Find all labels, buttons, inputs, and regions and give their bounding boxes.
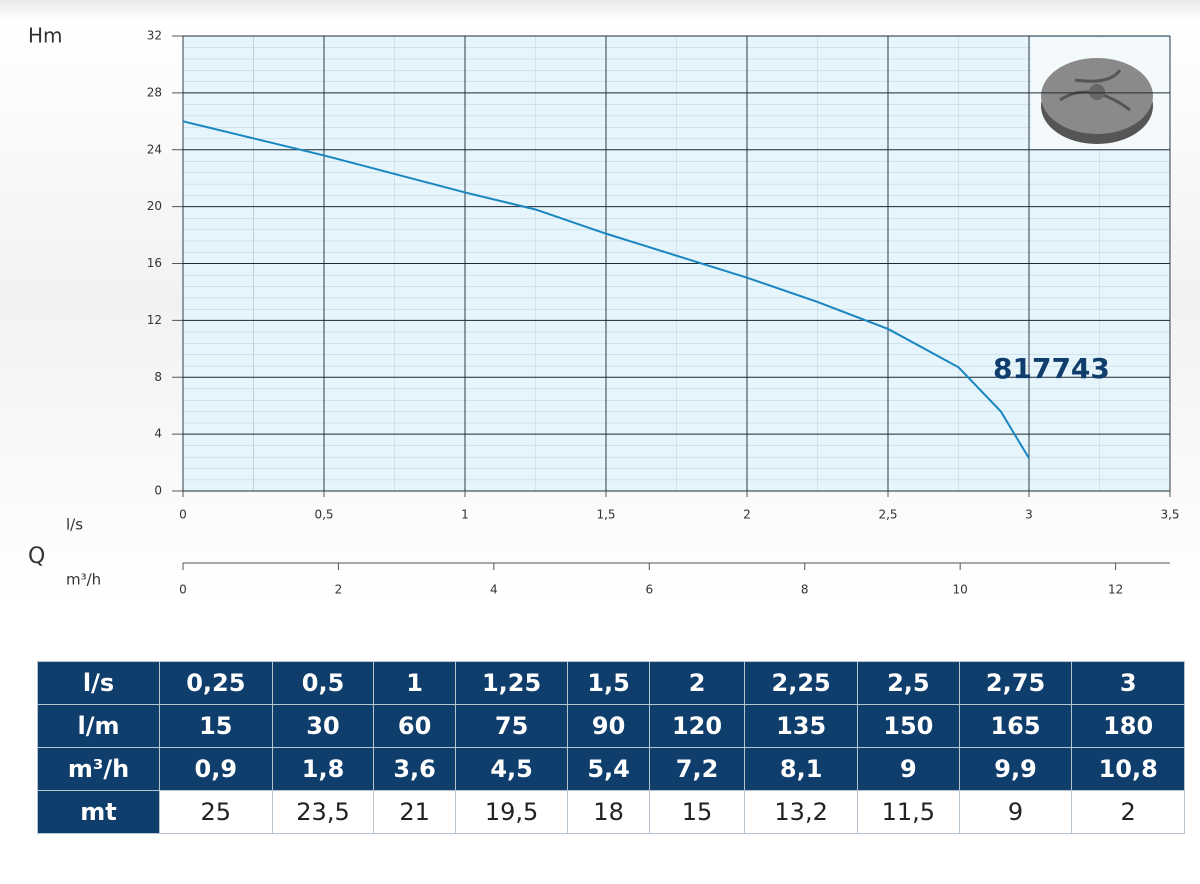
table-cell: 120 [648,704,746,748]
y-tick-label: 12 [147,313,162,327]
x-tick-label: 3 [1025,508,1033,522]
table-cell: 2,25 [744,661,858,705]
y-tick-label: 0 [154,484,162,498]
y-tick-label: 16 [147,256,162,270]
table-cell: 1 [373,661,456,705]
impeller-image [1031,38,1169,150]
table-cell: 1,8 [271,747,375,791]
table-cell: 13,2 [744,790,858,834]
x-tick-label: 2 [743,508,751,522]
table-row: l/m 15 30 60 75 90 120 135 150 165 180 [37,704,1185,748]
table-cell: 9 [958,790,1073,834]
table-cell: 11,5 [856,790,960,834]
table-cell: 0,5 [271,661,375,705]
table-cell: 19,5 [454,790,569,834]
x2-tick-label: 2 [335,583,343,597]
x2-tick-label: 12 [1108,583,1123,597]
table-cell: 10,8 [1071,747,1185,791]
x-tick-label: 3,5 [1160,508,1179,522]
table-cell: 75 [454,704,569,748]
table-cell: 21 [373,790,456,834]
table-cell: 2,75 [958,661,1073,705]
table-cell: 3 [1071,661,1185,705]
row-header: l/s [37,661,160,705]
y-tick-label: 28 [147,85,162,99]
row-header: mt [37,790,160,834]
table-cell: 0,25 [159,661,273,705]
y-tick-label: 24 [147,142,162,156]
table-cell: 1,25 [454,661,569,705]
table-cell: 2 [648,661,746,705]
table-cell: 9,9 [958,747,1073,791]
table-cell: 90 [567,704,650,748]
table-cell: 25 [159,790,273,834]
table-cell: 135 [744,704,858,748]
series-line [182,120,1030,459]
x2-axis-label: m³/h [66,571,101,589]
data-table: l/s 0,25 0,5 1 1,25 1,5 2 2,25 2,5 2,75 3 l/m 15 30 60… [37,661,1185,834]
table-cell: 9 [856,747,960,791]
table-body: l/s 0,25 0,5 1 1,25 1,5 2 2,25 2,5 2,75 3 l/m 15 30 60… [37,661,1185,834]
table-cell: 0,9 [159,747,273,791]
x2-tick-label: 10 [953,583,968,597]
x-axis-label: l/s [66,516,83,534]
table-cell: 30 [271,704,375,748]
row-header: l/m [37,704,160,748]
y-tick-label: 20 [147,199,162,213]
table-cell: 4,5 [454,747,569,791]
table-cell: 23,5 [271,790,375,834]
table-cell: 5,4 [567,747,650,791]
table-cell: 2,5 [856,661,960,705]
x2-tick-label: 0 [179,583,187,597]
table-row: l/s 0,25 0,5 1 1,25 1,5 2 2,25 2,5 2,75 3 [37,661,1185,705]
y-tick-label: 8 [154,370,162,384]
x-tick-label: 0 [179,508,187,522]
x-tick-label: 1 [461,508,469,522]
table-row: mt 25 23,5 21 19,5 18 15 13,2 11,5 9 2 [37,790,1185,834]
table-cell: 8,1 [744,747,858,791]
table-cell: 60 [373,704,456,748]
table-cell: 1,5 [567,661,650,705]
row-header: m³/h [37,747,160,791]
table-cell: 180 [1071,704,1185,748]
q-label: Q [28,544,45,569]
table-cell: 7,2 [648,747,746,791]
x2-tick-label: 6 [645,583,653,597]
y-axis-label: Hm [28,24,63,48]
x-tick-label: 1,5 [596,508,615,522]
table-cell: 15 [648,790,746,834]
table-cell: 3,6 [373,747,456,791]
table-cell: 18 [567,790,650,834]
y-tick-label: 32 [147,29,162,43]
series-label: 817743 [993,352,1110,385]
table-cell: 15 [159,704,273,748]
x2-tick-label: 8 [801,583,809,597]
table-cell: 2 [1071,790,1185,834]
x2-tick-label: 4 [490,583,498,597]
x-tick-label: 0,5 [314,508,333,522]
table-row: m³/h 0,9 1,8 3,6 4,5 5,4 7,2 8,1 9 9,9 10,8 [37,747,1185,791]
y-tick-label: 4 [154,427,162,441]
table-cell: 150 [856,704,960,748]
table-cell: 165 [958,704,1073,748]
x-tick-label: 2,5 [878,508,897,522]
